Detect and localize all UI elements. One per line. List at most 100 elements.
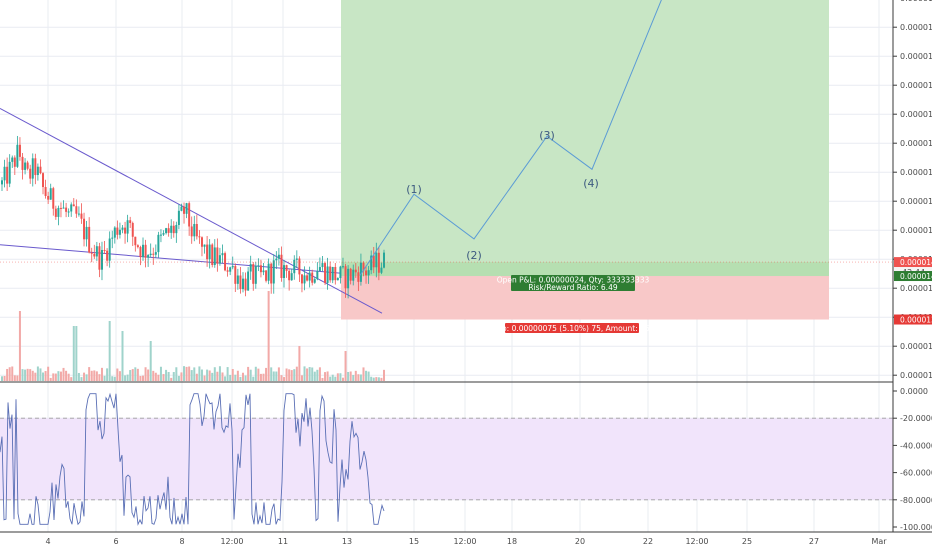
volume-bar <box>198 366 201 381</box>
volume-bar <box>377 377 380 381</box>
candle-up <box>118 229 121 235</box>
candle-up <box>267 263 270 281</box>
candle-up <box>113 227 116 238</box>
wave-label: (4) <box>583 177 599 190</box>
candle-down <box>54 208 57 217</box>
candle-down <box>372 255 375 268</box>
volume-bar <box>95 371 98 381</box>
candle-up <box>70 204 73 212</box>
volume-bar <box>152 370 155 381</box>
volume-bar <box>136 368 139 381</box>
candle-down <box>83 218 86 240</box>
candle-down <box>106 250 109 261</box>
candle-down <box>116 227 119 235</box>
volume-bar <box>213 367 216 381</box>
volume-bar <box>180 372 183 381</box>
volume-bar <box>267 291 270 381</box>
candle-down <box>18 144 21 157</box>
volume-bar <box>47 366 50 381</box>
price-tick-label: 0.00001350 <box>900 342 932 351</box>
volume-bar <box>6 368 9 381</box>
target-zone <box>341 0 829 277</box>
candle-down <box>354 269 357 273</box>
candle-up <box>321 263 324 268</box>
volume-bar <box>249 369 252 381</box>
candle-down <box>306 275 309 281</box>
candle-up <box>185 203 188 214</box>
volume-bar <box>108 321 111 381</box>
entry-price-tag <box>894 271 932 282</box>
volume-bar <box>293 369 296 381</box>
candle-up <box>177 210 180 225</box>
oscillator-band <box>0 418 893 500</box>
volume-bar <box>336 373 339 381</box>
volume-bar <box>88 367 91 381</box>
candle-down <box>298 258 301 275</box>
candle-up <box>352 269 355 281</box>
time-tick-label: 12:00 <box>685 537 708 546</box>
volume-bar <box>241 372 244 381</box>
candle-down <box>47 195 50 200</box>
candle-up <box>162 233 165 235</box>
volume-bar <box>134 367 137 381</box>
candle-up <box>108 238 111 261</box>
candle-down <box>88 226 91 253</box>
candle-down <box>288 270 291 281</box>
candle-down <box>21 156 24 170</box>
volume-bar <box>62 367 65 381</box>
candle-up <box>57 207 60 217</box>
volume-bar <box>31 370 34 381</box>
volume-bar <box>75 326 78 381</box>
volume-bar <box>162 374 165 381</box>
wave-projection: (1) (2) (3) (4) <box>359 0 662 276</box>
volume-bar <box>229 374 232 381</box>
candle-up <box>367 270 370 276</box>
oscillator-pane <box>0 381 893 526</box>
volume-bars <box>1 291 385 381</box>
candle-down <box>124 227 127 234</box>
oscillator-tick-label: -80.0000 <box>900 496 932 505</box>
volume-bar <box>303 366 306 381</box>
candles <box>1 135 385 299</box>
wave-label: (3) <box>539 129 555 142</box>
volume-bar <box>321 377 324 381</box>
candle-up <box>275 258 278 261</box>
candle-down <box>52 188 55 209</box>
volume-bar <box>339 373 342 381</box>
volume-bar <box>21 369 24 381</box>
time-tick-label: 12:00 <box>453 537 476 546</box>
candle-up <box>254 266 257 284</box>
volume-bar <box>67 373 70 381</box>
candle-down <box>90 252 93 254</box>
candle-down <box>65 207 68 212</box>
candle-up <box>111 237 114 239</box>
volume-bar <box>367 371 370 381</box>
candle-down <box>144 244 147 258</box>
volume-bar <box>26 368 29 381</box>
stop-box[interactable] <box>505 323 639 333</box>
time-tick-label: 12:00 <box>220 537 243 546</box>
volume-bar <box>29 369 32 381</box>
volume-bar <box>231 369 234 381</box>
candle-up <box>157 234 160 253</box>
volume-bar <box>318 367 321 381</box>
volume-bar <box>221 372 224 381</box>
volume-bar <box>216 371 219 381</box>
volume-bar <box>90 370 93 381</box>
candle-down <box>6 166 9 184</box>
volume-bar <box>236 370 239 381</box>
volume-bar <box>11 366 14 381</box>
candle-up <box>370 255 373 271</box>
volume-bar <box>116 368 119 381</box>
candle-up <box>318 267 321 271</box>
candle-up <box>347 268 350 289</box>
volume-bar <box>275 371 278 381</box>
candle-down <box>259 265 262 273</box>
volume-bar <box>257 368 260 381</box>
candle-down <box>195 223 198 237</box>
candle-down <box>224 253 227 271</box>
volume-bar <box>85 374 88 381</box>
volume-bar <box>70 377 73 381</box>
pnl-box[interactable] <box>511 275 635 291</box>
